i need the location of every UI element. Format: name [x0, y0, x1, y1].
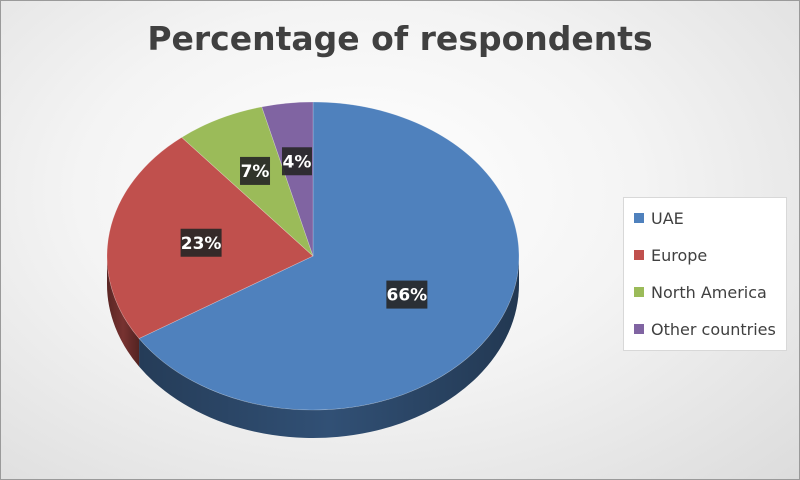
pie-slice-other-countries	[261, 101, 314, 257]
data-label-text-europe: 23%	[181, 234, 222, 254]
legend-label-europe: Europe	[651, 245, 708, 265]
legend-swatch-other-countries	[634, 324, 644, 334]
legend-swatch-north-america	[634, 287, 644, 297]
pie-labels: 66% 23% 7% 4%	[180, 147, 428, 309]
legend-item-uae: UAE	[634, 206, 684, 230]
legend-label-uae: UAE	[651, 208, 684, 228]
legend-item-europe: Europe	[634, 243, 707, 267]
legend-swatch-europe	[634, 250, 644, 260]
pie-slice-uae	[138, 101, 520, 411]
data-label-europe: 23%	[180, 228, 222, 257]
data-label-box-europe	[180, 228, 222, 257]
legend-label-other-countries: Other countries	[651, 319, 776, 339]
pie-sides	[107, 256, 519, 439]
data-label-text-uae: 66%	[387, 286, 428, 306]
data-label-north-america: 7%	[240, 156, 271, 185]
data-label-box-other-countries	[281, 147, 312, 176]
legend-swatch-uae	[634, 213, 644, 223]
data-label-box-north-america	[240, 156, 271, 185]
data-label-uae: 66%	[386, 280, 428, 309]
pie-side-shade-europe	[107, 256, 140, 367]
legend-label-north-america: North America	[651, 282, 767, 302]
pie-tops	[106, 101, 520, 411]
data-label-other-countries: 4%	[281, 147, 312, 176]
pie-side-shade-uae	[139, 256, 519, 439]
data-label-text-north-america: 7%	[241, 162, 270, 182]
data-label-box-uae	[386, 280, 428, 309]
legend-item-other-countries: Other countries	[634, 317, 776, 341]
data-label-text-other-countries: 4%	[283, 152, 312, 172]
legend-item-north-america: North America	[634, 280, 767, 304]
legend: UAE Europe North America Other countries	[623, 197, 787, 351]
chart-title: Percentage of respondents	[147, 19, 653, 58]
